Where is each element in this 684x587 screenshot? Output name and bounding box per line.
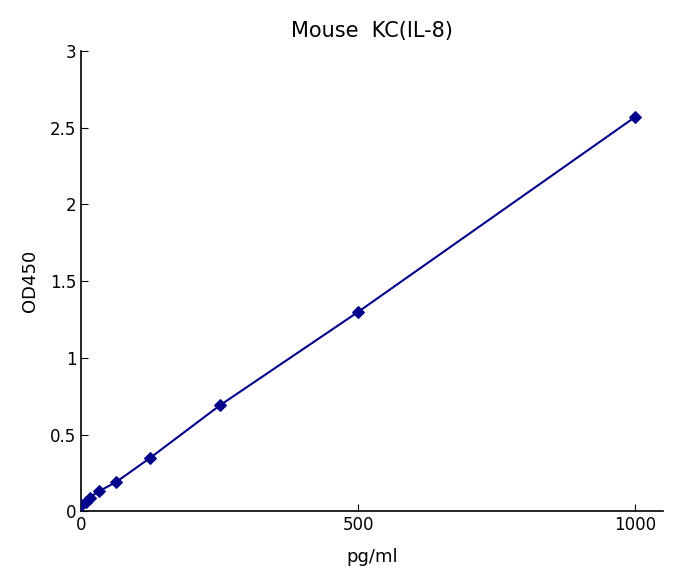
Point (630, 112, 641, 122)
Point (110, 478, 121, 487)
Point (93, 487, 104, 496)
Point (214, 401, 225, 410)
Title: Mouse  KC(IL-8): Mouse KC(IL-8) (291, 21, 453, 41)
Point (353, 307, 364, 316)
Y-axis label: OD450: OD450 (21, 250, 39, 312)
X-axis label: pg/ml: pg/ml (346, 548, 398, 566)
Point (84, 493, 95, 502)
Point (145, 453, 156, 463)
Point (76, 501, 87, 510)
Point (80, 498, 91, 507)
